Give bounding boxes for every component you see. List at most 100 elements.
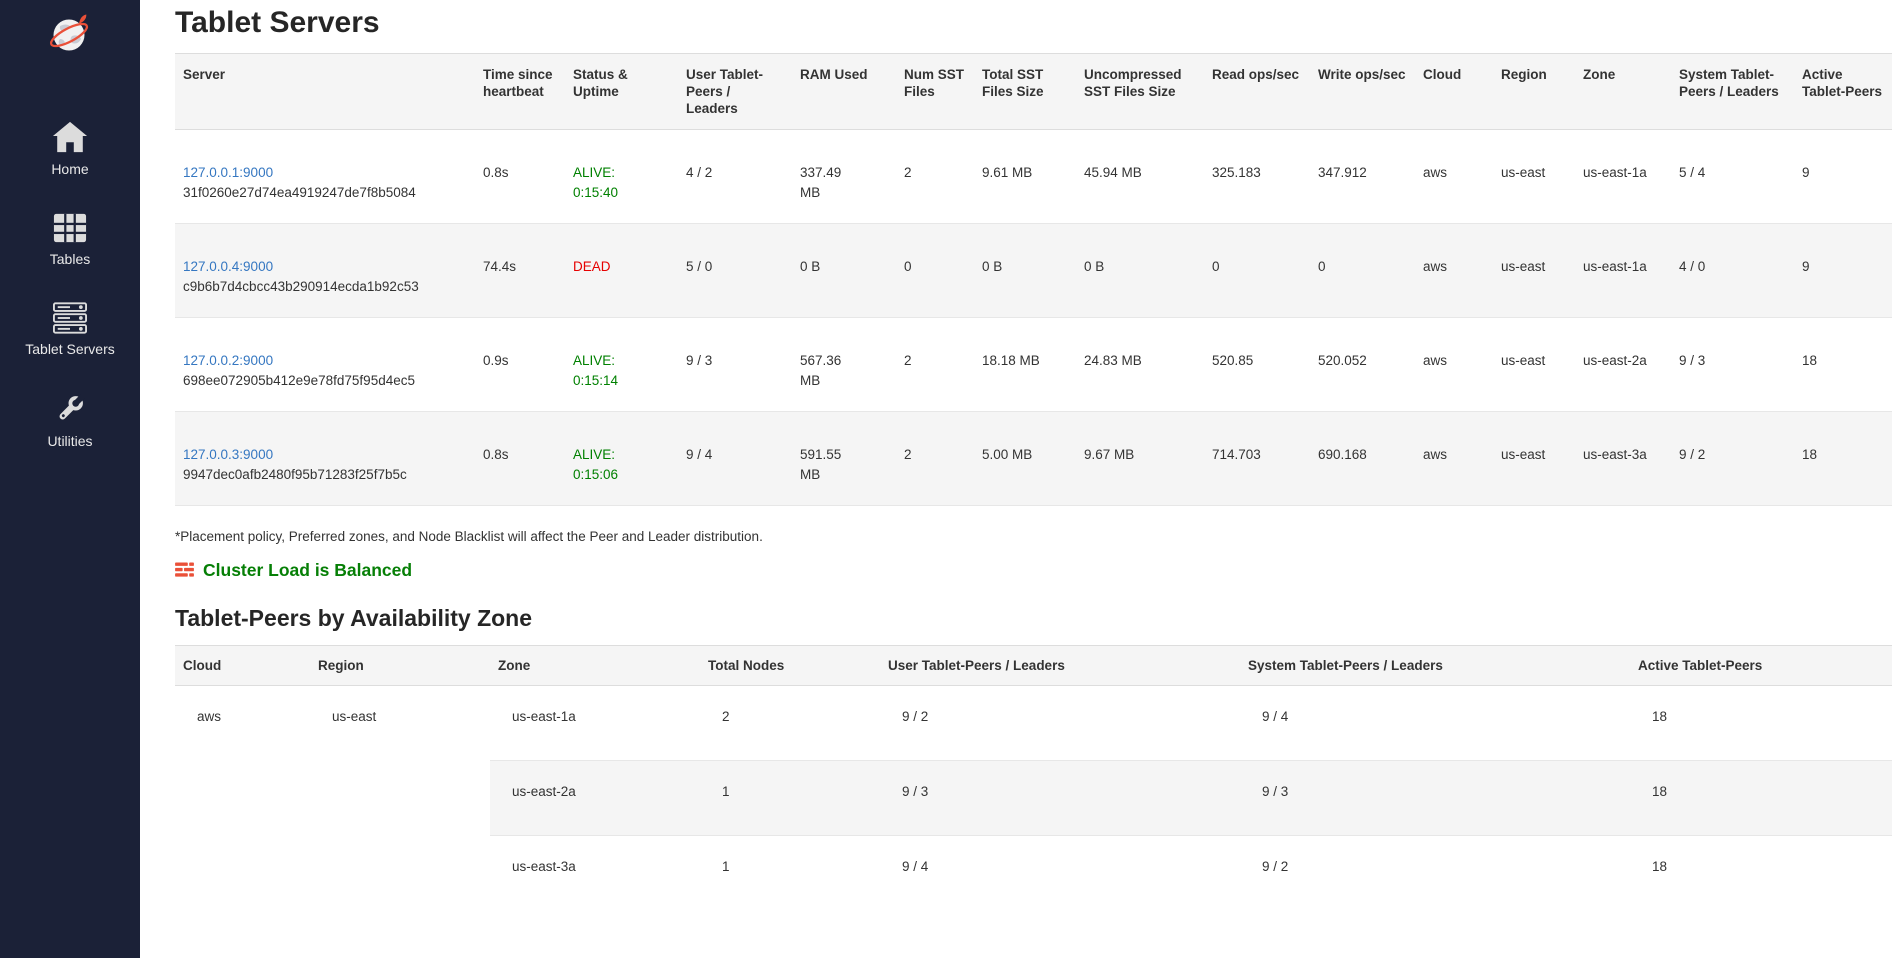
cell-user-peers: 9 / 4 <box>678 411 792 506</box>
zt-cell-user-peers: 9 / 3 <box>902 784 929 799</box>
cell-system-peers: 9 / 3 <box>1671 317 1794 412</box>
status-label: DEAD <box>573 259 611 274</box>
col-user-peers: User Tablet-Peers / Leaders <box>678 53 792 130</box>
cell-ram: 337.49 MB <box>792 129 896 224</box>
status-uptime: 0:15:40 <box>573 185 619 200</box>
cell-server: 127.0.0.2:9000 698ee072905b412e9e78fd75f… <box>175 317 475 412</box>
cell-user-peers: 9 / 3 <box>678 317 792 412</box>
cell-num-sst: 2 <box>896 317 974 412</box>
cell-region: us-east <box>1493 129 1575 224</box>
sidebar-item-label: Home <box>51 161 89 177</box>
table-header-row: Server Time since heartbeat Status & Upt… <box>175 53 1892 130</box>
status-label: ALIVE: <box>573 447 616 462</box>
cell-total-sst: 18.18 MB <box>974 317 1076 412</box>
cell-cloud: aws <box>1415 411 1493 506</box>
cell-region: us-east <box>1493 411 1575 506</box>
cell-ram: 591.55 MB <box>792 411 896 506</box>
col-total-sst: Total SST Files Size <box>974 53 1076 130</box>
cell-user-peers: 5 / 0 <box>678 223 792 318</box>
table-row: 127.0.0.3:9000 9947dec0afb2480f95b71283f… <box>175 411 1892 506</box>
home-icon <box>52 121 88 153</box>
cell-cloud: aws <box>1415 317 1493 412</box>
col-status: Status & Uptime <box>565 53 678 130</box>
utilities-icon <box>59 394 85 420</box>
zt-cell-active-peers: 18 <box>1652 784 1668 799</box>
cell-cloud: aws <box>1415 129 1493 224</box>
cell-heartbeat: 0.8s <box>475 129 565 224</box>
sidebar-item-label: Tables <box>49 251 91 267</box>
cell-num-sst: 0 <box>896 223 974 318</box>
col-ram: RAM Used <box>792 53 896 130</box>
zt-cell-user-peers: 9 / 2 <box>902 709 929 724</box>
server-link[interactable]: 127.0.0.2:9000 <box>183 353 274 368</box>
cell-total-sst: 9.61 MB <box>974 129 1076 224</box>
sidebar-item-utilities[interactable]: Utilities <box>0 391 140 450</box>
col-server: Server <box>175 53 475 130</box>
zt-col-region: Region <box>318 658 364 673</box>
zt-cell-system-peers: 9 / 3 <box>1262 784 1289 799</box>
zt-col-cloud: Cloud <box>183 658 222 673</box>
table-row: 127.0.0.1:9000 31f0260e27d74ea4919247de7… <box>175 129 1892 224</box>
cell-region: us-east <box>1493 317 1575 412</box>
server-link[interactable]: 127.0.0.4:9000 <box>183 259 274 274</box>
cell-num-sst: 2 <box>896 411 974 506</box>
cell-zone: us-east-1a <box>1575 129 1671 224</box>
cell-read-ops: 520.85 <box>1204 317 1310 412</box>
cell-ram: 567.36 MB <box>792 317 896 412</box>
zt-col-system-peers: System Tablet-Peers / Leaders <box>1248 658 1443 673</box>
cell-read-ops: 325.183 <box>1204 129 1310 224</box>
zt-cell-cloud: aws <box>197 709 222 724</box>
server-link[interactable]: 127.0.0.3:9000 <box>183 447 274 462</box>
sidebar-item-label: Tablet Servers <box>25 341 115 357</box>
load-balancer-icon <box>175 562 194 577</box>
tables-icon <box>53 213 87 243</box>
cell-ram: 0 B <box>792 223 896 318</box>
cell-active-peers: 18 <box>1794 411 1892 506</box>
zone-row: us-east-2a 1 9 / 3 9 / 3 18 <box>490 760 1892 835</box>
zt-cell-zone: us-east-3a <box>512 859 576 874</box>
cell-heartbeat: 0.9s <box>475 317 565 412</box>
cell-status: DEAD <box>565 223 678 318</box>
cell-uncompressed-sst: 45.94 MB <box>1076 129 1204 224</box>
cell-zone: us-east-3a <box>1575 411 1671 506</box>
zt-cell-active-peers: 18 <box>1652 859 1668 874</box>
cell-heartbeat: 74.4s <box>475 223 565 318</box>
col-write-ops: Write ops/sec <box>1310 53 1415 130</box>
zt-cell-region: us-east <box>332 709 377 724</box>
cluster-load-status-text: Cluster Load is Balanced <box>203 560 413 580</box>
server-uuid: c9b6b7d4cbcc43b290914ecda1b92c53 <box>183 279 419 294</box>
zone-row: us-east-3a 1 9 / 4 9 / 2 18 <box>490 835 1892 910</box>
placement-note: *Placement policy, Preferred zones, and … <box>175 529 763 544</box>
server-link[interactable]: 127.0.0.1:9000 <box>183 165 274 180</box>
cell-write-ops: 690.168 <box>1310 411 1415 506</box>
table-row: 127.0.0.4:9000 c9b6b7d4cbcc43b290914ecda… <box>175 223 1892 318</box>
zt-cell-system-peers: 9 / 2 <box>1262 859 1289 874</box>
sidebar-item-tablet-servers[interactable]: Tablet Servers <box>0 301 140 358</box>
col-num-sst: Num SST Files <box>896 53 974 130</box>
sidebar-item-label: Utilities <box>47 433 93 449</box>
zt-cell-zone: us-east-2a <box>512 784 576 799</box>
yugabyte-logo[interactable] <box>48 12 92 61</box>
cell-total-sst: 5.00 MB <box>974 411 1076 506</box>
server-uuid: 698ee072905b412e9e78fd75f95d4ec5 <box>183 373 415 388</box>
zt-cell-system-peers: 9 / 4 <box>1262 709 1289 724</box>
cell-num-sst: 2 <box>896 129 974 224</box>
zt-cell-zone: us-east-1a <box>512 709 576 724</box>
status-uptime: 0:15:14 <box>573 373 619 388</box>
sidebar-item-home[interactable]: Home <box>0 119 140 178</box>
cluster-load-status: Cluster Load is Balanced <box>175 559 1892 581</box>
zones-table-body: aws us-east us-east-1a 2 9 / 2 9 / 4 18 … <box>175 686 1892 910</box>
tablet-servers-icon <box>53 302 87 334</box>
zt-cell-total-nodes: 1 <box>722 784 730 799</box>
yugabyte-logo-icon <box>49 14 89 51</box>
cell-status: ALIVE: 0:15:14 <box>565 317 678 412</box>
col-system-peers: System Tablet-Peers / Leaders <box>1671 53 1794 130</box>
zt-cell-total-nodes: 2 <box>722 709 730 724</box>
cell-read-ops: 714.703 <box>1204 411 1310 506</box>
cell-uncompressed-sst: 0 B <box>1076 223 1204 318</box>
status-label: ALIVE: <box>573 165 616 180</box>
tablet-servers-table: Server Time since heartbeat Status & Upt… <box>175 53 1892 506</box>
sidebar-item-tables[interactable]: Tables <box>0 211 140 268</box>
cell-status: ALIVE: 0:15:40 <box>565 129 678 224</box>
cell-write-ops: 0 <box>1310 223 1415 318</box>
